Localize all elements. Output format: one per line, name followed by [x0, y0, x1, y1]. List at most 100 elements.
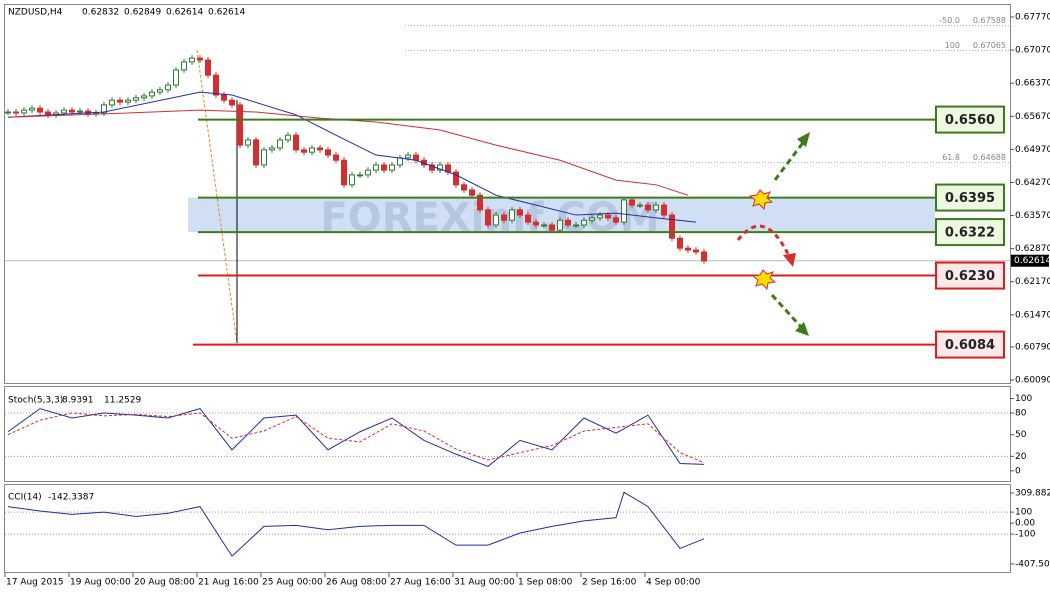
- y-tick-label: 0.60090: [1015, 376, 1050, 386]
- arrow-up: [773, 139, 807, 181]
- candle: [501, 214, 507, 221]
- fib-value: 0.67065: [973, 41, 1006, 50]
- candle: [149, 91, 155, 97]
- fib-guide: [196, 49, 238, 344]
- candle: [125, 99, 131, 103]
- moving-average: [7, 109, 689, 196]
- candle: [397, 157, 403, 166]
- y-tick-label: 50: [1015, 430, 1027, 440]
- ohlc-value: 0.62832: [82, 8, 119, 18]
- candle: [333, 154, 339, 161]
- candle: [477, 194, 483, 211]
- candle: [173, 69, 179, 86]
- candle: [61, 109, 67, 114]
- candle: [325, 149, 331, 156]
- candle: [661, 204, 667, 216]
- candle: [413, 154, 419, 161]
- ohlc-value: 0.62849: [124, 8, 161, 18]
- y-tick-label: 0.65670: [1015, 112, 1050, 122]
- ohlc-value: 0.62614: [166, 8, 203, 18]
- candle: [69, 109, 75, 113]
- candle: [301, 149, 307, 153]
- x-tick-label: 1 Sep 08:00: [518, 578, 573, 588]
- candle: [141, 95, 147, 99]
- x-tick-label: 19 Aug 00:00: [70, 578, 131, 588]
- candle: [261, 149, 267, 166]
- candle: [373, 164, 379, 171]
- candle: [237, 104, 243, 146]
- arrowhead: [795, 322, 809, 336]
- candle: [581, 219, 587, 226]
- candle: [269, 147, 275, 151]
- y-tick-label: 0: [1015, 466, 1021, 476]
- candle: [541, 224, 547, 227]
- candle: [181, 61, 187, 71]
- level-box: [935, 261, 1005, 290]
- x-tick-label: 20 Aug 08:00: [134, 578, 195, 588]
- y-tick-label: 0.67070: [1015, 46, 1050, 56]
- stoch-panel: [4, 386, 1011, 482]
- y-tick-label: 0.64270: [1015, 178, 1050, 188]
- candle: [349, 174, 355, 186]
- candle: [221, 94, 227, 101]
- y-tick-label: 309.8825: [1015, 489, 1050, 499]
- fib-value: 0.67588: [973, 16, 1006, 25]
- candle: [117, 99, 123, 103]
- y-tick-label: 0.63570: [1015, 211, 1050, 221]
- level-label: 0.6230: [945, 269, 995, 284]
- y-tick-label: 0.66370: [1015, 79, 1050, 89]
- candle: [189, 57, 195, 63]
- candle: [317, 147, 323, 151]
- x-tick-label: 21 Aug 16:00: [198, 578, 259, 588]
- arrowhead: [797, 132, 810, 147]
- candle: [597, 214, 603, 219]
- candle: [549, 224, 555, 231]
- indicator-value: 11.2529: [104, 396, 141, 406]
- candle: [637, 204, 643, 207]
- x-tick-label: 31 Aug 00:00: [454, 578, 515, 588]
- y-tick-label: -100: [1015, 530, 1036, 540]
- candle: [101, 104, 107, 114]
- y-tick-label: 0.00: [1015, 519, 1035, 529]
- level-box: [935, 105, 1005, 134]
- candle: [309, 147, 315, 153]
- y-tick-label: 0.60790: [1015, 342, 1050, 352]
- indicator-title: Stoch(5,3,3): [8, 396, 63, 406]
- price-panel: [4, 4, 1011, 384]
- candle: [533, 221, 539, 226]
- candle: [133, 97, 139, 101]
- burst: [751, 269, 777, 291]
- candle: [429, 164, 435, 171]
- candle: [469, 189, 475, 196]
- last-price-label: 0.62614: [1014, 256, 1050, 266]
- x-tick-label: 17 Aug 2015: [6, 578, 64, 588]
- candle: [109, 99, 115, 106]
- candle: [157, 89, 163, 93]
- indicator-line: [7, 491, 705, 557]
- candle: [285, 134, 291, 141]
- fib-name: 61.8: [942, 153, 960, 162]
- indicator-value: 8.9391: [62, 396, 94, 406]
- candle: [381, 164, 387, 171]
- x-tick-label: 4 Sep 00:00: [646, 578, 701, 588]
- level-label: 0.6560: [945, 113, 995, 128]
- candle: [621, 199, 627, 223]
- cci-panel: [4, 484, 1011, 573]
- candle: [341, 159, 347, 186]
- last-price-box: [1011, 254, 1049, 267]
- level-label: 0.6084: [945, 338, 995, 353]
- candle: [461, 184, 467, 191]
- candle: [77, 110, 83, 113]
- level-box: [935, 218, 1005, 247]
- burst: [748, 189, 774, 211]
- indicator-value: -142.3387: [48, 493, 94, 503]
- candle: [693, 249, 699, 253]
- candle: [13, 111, 19, 114]
- level-box: [935, 183, 1005, 212]
- y-tick-label: 0.64970: [1015, 145, 1050, 155]
- candle: [677, 237, 683, 249]
- y-tick-label: 0.62170: [1015, 277, 1050, 287]
- arrows: [736, 132, 810, 336]
